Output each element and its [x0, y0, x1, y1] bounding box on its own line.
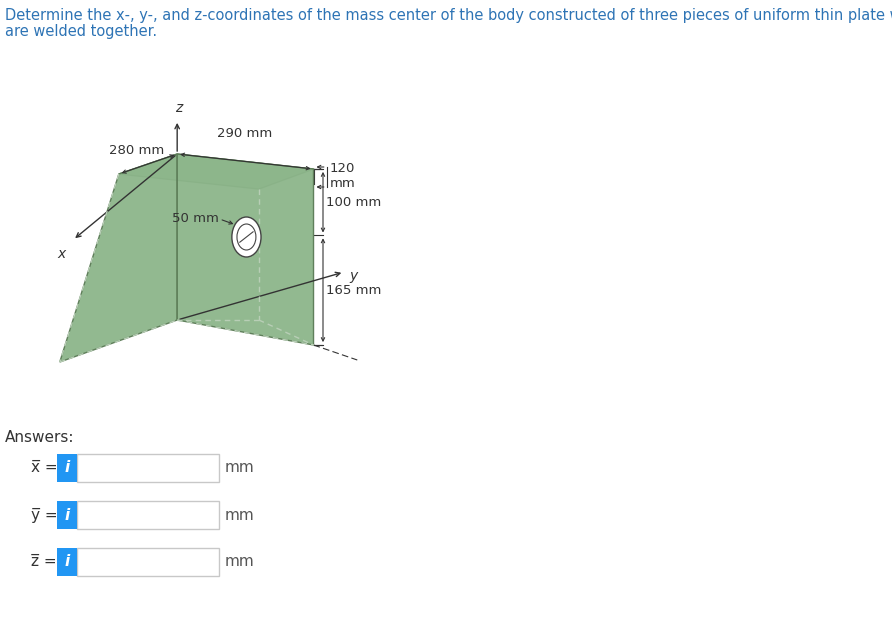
Text: z̅ =: z̅ = — [30, 554, 56, 570]
Text: z: z — [175, 101, 182, 115]
Text: 165 mm: 165 mm — [326, 284, 381, 297]
Polygon shape — [119, 154, 313, 189]
Text: mm: mm — [225, 508, 254, 522]
Circle shape — [237, 224, 256, 250]
Text: 290 mm: 290 mm — [218, 127, 273, 140]
Text: 280 mm: 280 mm — [110, 144, 165, 156]
FancyBboxPatch shape — [78, 548, 219, 576]
Text: 100 mm: 100 mm — [326, 196, 381, 209]
FancyBboxPatch shape — [57, 548, 78, 576]
FancyBboxPatch shape — [78, 501, 219, 529]
Text: mm: mm — [225, 554, 254, 570]
Text: Determine the x-, y-, and z-coordinates of the mass center of the body construct: Determine the x-, y-, and z-coordinates … — [5, 8, 892, 23]
Polygon shape — [60, 154, 178, 362]
FancyBboxPatch shape — [57, 501, 78, 529]
Text: i: i — [64, 554, 70, 570]
Text: y̅ =: y̅ = — [30, 508, 57, 522]
Text: i: i — [64, 508, 70, 522]
Text: are welded together.: are welded together. — [5, 24, 157, 39]
Text: i: i — [64, 461, 70, 476]
Text: 50 mm: 50 mm — [172, 212, 219, 224]
Text: mm: mm — [225, 461, 254, 476]
Text: x̅ =: x̅ = — [30, 461, 57, 476]
Text: y: y — [350, 269, 358, 283]
Polygon shape — [178, 154, 313, 345]
FancyBboxPatch shape — [57, 454, 78, 482]
FancyBboxPatch shape — [78, 454, 219, 482]
Circle shape — [232, 217, 261, 257]
Text: 120
mm: 120 mm — [329, 162, 355, 190]
Text: Answers:: Answers: — [5, 430, 75, 445]
Text: x: x — [57, 247, 66, 261]
